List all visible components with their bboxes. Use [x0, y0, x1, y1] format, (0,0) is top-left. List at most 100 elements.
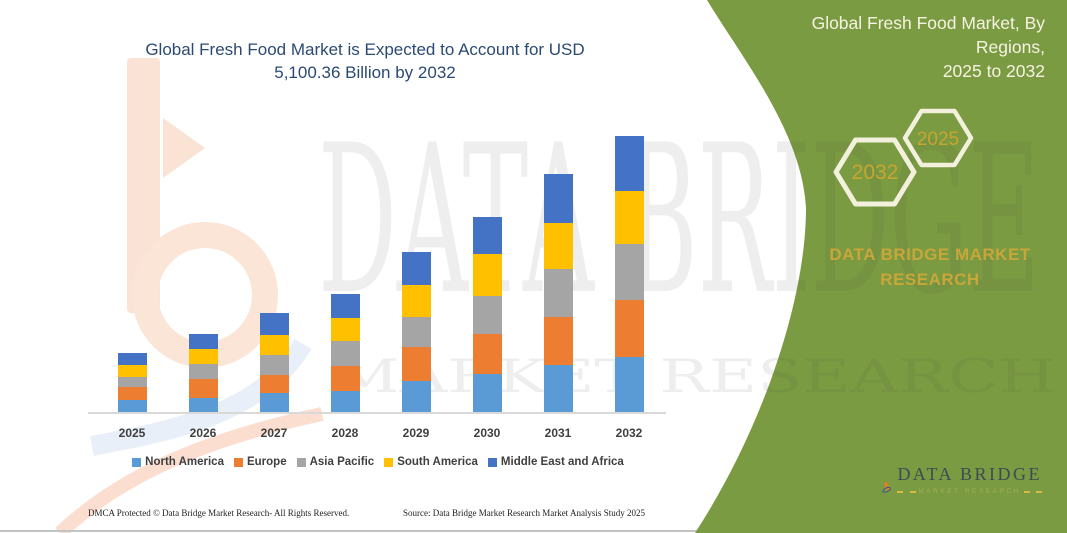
bar-segment-2032-europe [614, 300, 644, 357]
legend-item-south-america: South America [384, 456, 478, 468]
bar-segment-2026-south-america [188, 349, 218, 365]
bar-segment-2028-south-america [330, 317, 360, 342]
bar-segment-2032-south-america [614, 190, 644, 245]
bar-2027 [259, 312, 289, 412]
bar-2029 [401, 252, 431, 412]
x-tick-2030: 2030 [473, 426, 501, 440]
legend-swatch-south-america [384, 457, 394, 467]
bar-segment-2025-europe [117, 386, 147, 400]
chart-legend: North America Europe Asia Pacific South Ame… [86, 456, 670, 468]
legend-item-europe: Europe [233, 456, 287, 468]
x-tick-2027: 2027 [260, 426, 288, 440]
legend-item-north-america: North America [132, 456, 224, 468]
bar-segment-2027-north-america [259, 392, 289, 412]
x-tick-2031: 2031 [544, 426, 572, 440]
bar-segment-2026-europe [188, 379, 218, 399]
x-axis-line [88, 412, 666, 414]
chart-title: Global Fresh Food Market is Expected to … [100, 38, 630, 84]
hexagon-2025-label: 2025 [917, 129, 959, 150]
bar-segment-2032-north-america [614, 356, 644, 412]
legend-label-south-america: South America [397, 456, 478, 468]
x-tick-2026: 2026 [189, 426, 217, 440]
chart-title-line2: 5,100.36 Billion by 2032 [274, 63, 456, 82]
legend-swatch-north-america [132, 457, 142, 467]
logo-text-column: DATA BRIDGE MARKET RESEARCH [897, 464, 1042, 516]
bar-segment-2031-north-america [543, 364, 573, 412]
bar-segment-2026-north-america [188, 398, 218, 412]
bar-segment-2031-middle-east-and-africa [543, 173, 573, 223]
legend-item-asia-pacific: Asia Pacific [296, 456, 375, 468]
bar-segment-2031-europe [543, 317, 573, 365]
bar-segment-2029-europe [401, 346, 431, 382]
legend-item-middle-east-and-africa: Middle East and Africa [487, 456, 624, 468]
bar-segment-2031-south-america [543, 222, 573, 269]
legend-swatch-asia-pacific [296, 457, 306, 467]
data-bridge-logo: DATA BRIDGE MARKET RESEARCH [882, 458, 1042, 516]
bar-2030 [472, 216, 502, 412]
legend-swatch-middle-east-and-africa [487, 457, 497, 467]
brand-wordmark: DATA BRIDGE MARKET RESEARCH [824, 242, 1036, 292]
legend-label-asia-pacific: Asia Pacific [309, 456, 375, 468]
bar-segment-2027-south-america [259, 334, 289, 355]
x-tick-2028: 2028 [331, 426, 359, 440]
bar-2028 [330, 293, 360, 412]
logo-subtitle: MARKET RESEARCH [918, 488, 1021, 495]
bar-segment-2027-europe [259, 374, 289, 393]
bar-segment-2029-asia-pacific [401, 316, 431, 347]
bar-segment-2025-north-america [117, 399, 147, 412]
bar-segment-2028-middle-east-and-africa [330, 293, 360, 318]
brand-wordmark-line1: DATA BRIDGE MARKET [829, 245, 1031, 264]
x-tick-2025: 2025 [118, 426, 146, 440]
bar-segment-2032-middle-east-and-africa [614, 136, 644, 191]
bar-2025 [117, 352, 147, 412]
bar-segment-2030-europe [472, 333, 502, 374]
watermark-b-flag [163, 118, 205, 178]
bar-segment-2028-europe [330, 366, 360, 392]
logo-title: DATA BRIDGE [897, 464, 1042, 484]
brand-wordmark-line2: RESEARCH [880, 270, 980, 289]
watermark-b-stem [127, 58, 160, 313]
bar-segment-2029-middle-east-and-africa [401, 252, 431, 286]
bar-2032 [614, 136, 644, 412]
hexagon-2032-label: 2032 [852, 161, 899, 184]
bar-segment-2031-asia-pacific [543, 268, 573, 318]
bar-segment-2029-south-america [401, 285, 431, 317]
legend-label-europe: Europe [246, 456, 287, 468]
data-bridge-logo-mark [882, 481, 891, 493]
watermark-blue-swoosh [90, 338, 312, 456]
bar-segment-2030-north-america [472, 373, 502, 412]
bar-segment-2028-north-america [330, 391, 360, 412]
bar-segment-2030-south-america [472, 253, 502, 296]
logo-b-flag [886, 482, 889, 486]
bar-segment-2032-asia-pacific [614, 244, 644, 301]
bar-2031 [543, 173, 573, 412]
slide-bottom-edge [0, 530, 1067, 532]
bar-segment-2025-south-america [117, 365, 147, 377]
x-tick-2032: 2032 [615, 426, 643, 440]
bar-segment-2026-asia-pacific [188, 364, 218, 380]
side-panel-heading-line1: Global Fresh Food Market, By Regions, [811, 13, 1045, 57]
bar-segment-2025-middle-east-and-africa [117, 352, 147, 366]
side-panel-heading-line2: 2025 to 2032 [942, 61, 1045, 81]
watermark-b-bowl [132, 222, 278, 368]
logo-dash-right [1023, 490, 1042, 493]
legend-label-north-america: North America [145, 456, 224, 468]
legend-swatch-europe [233, 457, 243, 467]
dmca-footer-text: DMCA Protected © Data Bridge Market Rese… [88, 508, 350, 518]
source-footer-text: Source: Data Bridge Market Research Mark… [403, 508, 645, 518]
logo-subtitle-row: MARKET RESEARCH [897, 488, 1042, 495]
legend-label-middle-east-and-africa: Middle East and Africa [500, 456, 624, 468]
bar-segment-2027-asia-pacific [259, 354, 289, 375]
bar-segment-2030-middle-east-and-africa [472, 216, 502, 254]
year-hexagons: 2025 2032 [833, 108, 974, 207]
logo-dash-left [897, 490, 916, 493]
bar-segment-2026-middle-east-and-africa [188, 334, 218, 350]
bar-segment-2029-north-america [401, 381, 431, 412]
x-tick-2029: 2029 [402, 426, 430, 440]
bar-2026 [188, 334, 218, 412]
bar-segment-2030-asia-pacific [472, 295, 502, 334]
chart-title-line1: Global Fresh Food Market is Expected to … [145, 40, 585, 59]
bar-segment-2025-asia-pacific [117, 376, 147, 387]
bar-segment-2028-asia-pacific [330, 341, 360, 367]
